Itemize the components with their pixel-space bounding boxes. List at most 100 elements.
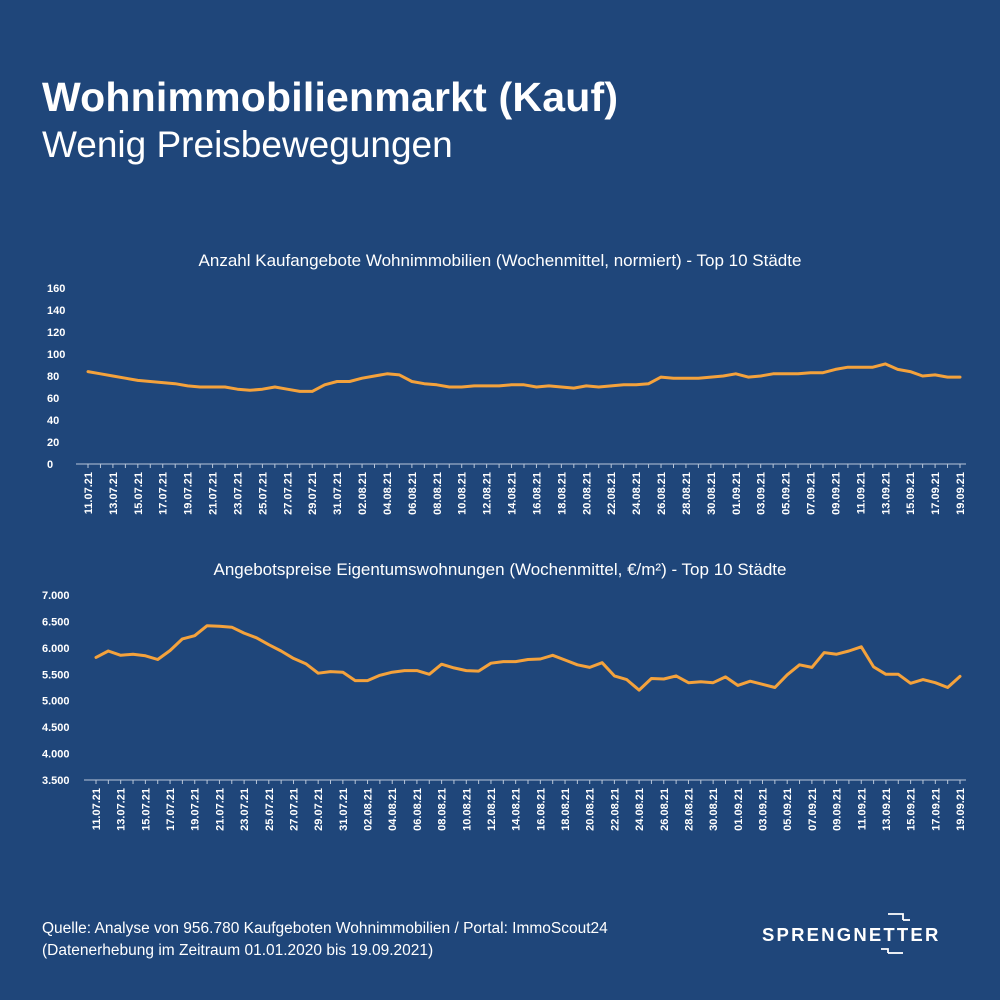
x-tick-label: 16.08.21 (531, 472, 543, 515)
data-point (279, 649, 283, 653)
data-point (672, 377, 675, 380)
data-point (144, 654, 147, 657)
data-point (796, 372, 800, 375)
data-point (248, 389, 252, 392)
x-tick-label: 30.08.21 (708, 788, 720, 831)
series-line (86, 362, 962, 393)
data-point (724, 675, 727, 679)
x-tick-label: 15.07.21 (140, 788, 152, 831)
data-point (847, 649, 851, 653)
data-point (625, 678, 628, 681)
offers-count-chart: Anzahl Kaufangebote Wohnimmobilien (Woch… (47, 251, 967, 515)
y-tick-label: 40 (47, 415, 59, 427)
y-tick-label: 100 (47, 349, 65, 361)
data-point (933, 373, 937, 377)
x-tick-label: 06.08.21 (412, 788, 424, 831)
data-point (86, 370, 90, 373)
data-point (711, 681, 715, 684)
x-tick-label: 22.08.21 (606, 472, 618, 515)
data-point (522, 383, 526, 386)
x-tick-label: 31.07.21 (332, 472, 344, 515)
data-point (477, 669, 480, 673)
data-point (323, 383, 326, 386)
x-tick-label: 21.07.21 (208, 472, 220, 515)
data-point (786, 673, 789, 676)
x-tick-label: 05.09.21 (781, 472, 793, 515)
x-tick-label: 26.08.21 (656, 472, 668, 515)
x-tick-label: 17.07.21 (158, 472, 170, 515)
x-tick-label: 17.09.21 (930, 472, 942, 515)
sprengnetter-logo: SPRENGNETTER (762, 912, 952, 957)
data-point (273, 385, 277, 389)
x-tick-label: 03.09.21 (758, 788, 770, 831)
data-point (884, 362, 887, 366)
data-point (846, 366, 850, 369)
data-point (448, 385, 451, 389)
x-tick-label: 04.08.21 (382, 472, 394, 515)
data-point (181, 637, 184, 641)
data-point (485, 384, 488, 388)
logo-text: SPRENGNETTER (762, 924, 941, 945)
data-point (749, 680, 752, 683)
data-point (136, 379, 139, 382)
data-point (810, 666, 814, 669)
data-point (662, 677, 665, 681)
data-point (784, 372, 787, 375)
x-tick-label: 08.08.21 (437, 788, 449, 831)
data-point (859, 366, 862, 369)
data-point (317, 672, 320, 675)
y-tick-label: 140 (47, 305, 65, 317)
data-point (236, 388, 239, 391)
data-point (860, 645, 863, 648)
data-point (699, 680, 702, 683)
data-point (174, 382, 177, 385)
data-point (261, 388, 264, 391)
data-point (659, 375, 663, 379)
data-point (934, 681, 937, 684)
data-point (348, 380, 351, 383)
data-point (576, 663, 579, 666)
data-point (622, 383, 625, 386)
data-point (897, 673, 900, 676)
x-tick-label: 19.09.21 (955, 788, 967, 831)
data-point (366, 679, 369, 682)
data-point (149, 380, 152, 383)
y-tick-label: 5.000 (42, 696, 70, 708)
data-point (958, 675, 962, 678)
x-tick-label: 29.07.21 (307, 472, 319, 515)
data-point (186, 384, 189, 388)
x-tick-label: 26.08.21 (659, 788, 671, 831)
x-tick-label: 19.07.21 (190, 788, 202, 831)
x-tick-label: 21.07.21 (214, 788, 226, 831)
data-point (510, 383, 513, 386)
data-point (585, 384, 588, 388)
x-tick-label: 27.07.21 (288, 788, 300, 831)
x-tick-label: 03.09.21 (756, 472, 768, 515)
data-point (107, 649, 110, 653)
data-point (921, 374, 924, 378)
x-tick-label: 02.08.21 (363, 788, 375, 831)
x-tick-label: 07.09.21 (806, 472, 818, 515)
x-tick-label: 14.08.21 (507, 472, 519, 515)
x-tick-label: 10.08.21 (457, 472, 469, 515)
data-point (94, 656, 98, 659)
x-tick-label: 19.09.21 (955, 472, 967, 515)
x-tick-label: 28.08.21 (681, 472, 693, 515)
data-point (637, 688, 641, 692)
source-note: Quelle: Analyse von 956.780 Kaufgeboten … (42, 918, 608, 962)
x-tick-label: 12.08.21 (486, 788, 498, 831)
data-point (452, 666, 456, 670)
data-point (798, 663, 801, 666)
page-subtitle: Wenig Preisbewegungen (42, 124, 453, 165)
chart-title: Anzahl Kaufangebote Wohnimmobilien (Woch… (199, 251, 802, 270)
data-point (809, 371, 812, 374)
data-point (403, 669, 406, 672)
data-point (168, 649, 172, 652)
data-point (460, 385, 463, 389)
x-tick-label: 02.08.21 (357, 472, 369, 515)
y-tick-label: 0 (47, 459, 53, 471)
data-point (415, 669, 419, 672)
data-point (198, 385, 202, 389)
x-tick-label: 01.09.21 (733, 788, 745, 831)
data-point (311, 390, 314, 393)
